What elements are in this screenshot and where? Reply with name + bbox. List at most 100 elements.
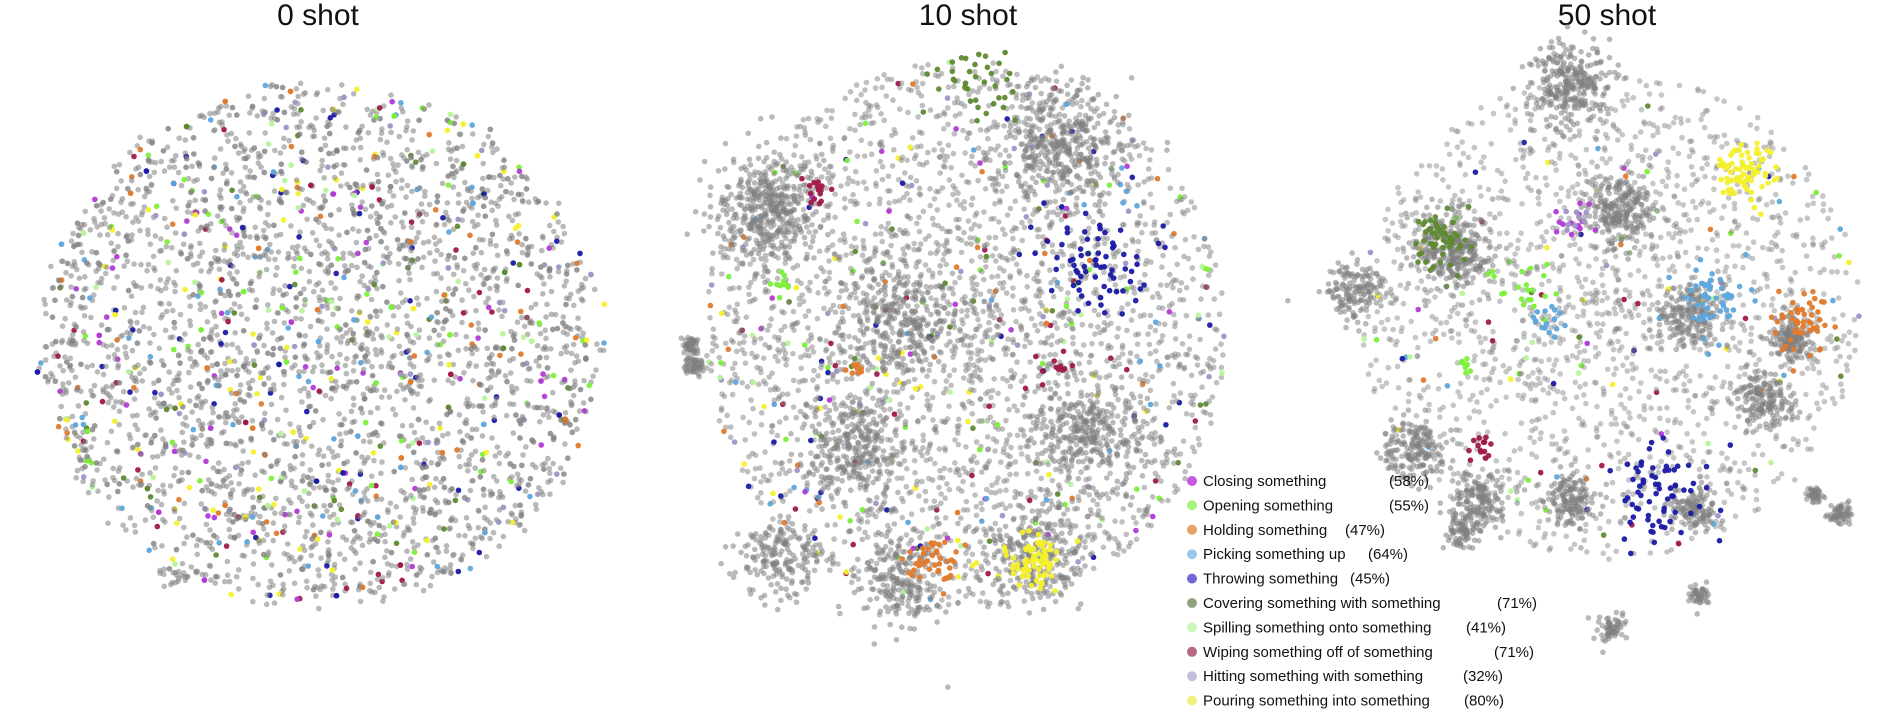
point	[453, 157, 460, 164]
point	[977, 539, 984, 545]
point	[816, 443, 822, 450]
point	[326, 150, 332, 157]
point	[194, 551, 200, 558]
point-labeled	[324, 563, 330, 569]
point	[426, 102, 432, 108]
point	[250, 494, 256, 501]
point	[1146, 341, 1153, 348]
point	[319, 362, 325, 368]
point	[264, 320, 270, 327]
point	[416, 327, 423, 333]
point	[278, 168, 284, 175]
point	[160, 450, 166, 457]
point-labeled	[387, 123, 394, 129]
point	[338, 339, 344, 345]
point	[997, 548, 1003, 554]
point	[897, 401, 903, 408]
point-labeled	[165, 259, 172, 266]
point	[281, 528, 288, 534]
point	[470, 377, 476, 384]
point	[132, 309, 139, 316]
point	[176, 394, 182, 401]
point	[157, 277, 163, 283]
point	[148, 283, 154, 289]
point-labeled	[301, 488, 308, 494]
point-labeled	[163, 406, 170, 413]
point	[213, 323, 219, 330]
point	[91, 436, 97, 442]
point	[453, 114, 460, 120]
point	[357, 560, 363, 566]
point	[90, 393, 97, 399]
point	[1135, 248, 1141, 255]
point	[351, 359, 357, 366]
point	[420, 587, 427, 594]
point-labeled	[239, 224, 246, 231]
point	[494, 284, 501, 290]
point	[287, 511, 294, 518]
point	[450, 552, 456, 559]
point	[554, 211, 560, 217]
point	[324, 508, 330, 514]
point	[298, 316, 304, 322]
point	[963, 498, 970, 505]
point	[924, 373, 930, 380]
point-labeled	[375, 571, 382, 578]
point	[280, 586, 287, 592]
point	[756, 381, 762, 388]
point-labeled	[373, 380, 379, 386]
point	[506, 213, 512, 220]
point	[1008, 444, 1014, 451]
point	[485, 133, 492, 140]
point-labeled	[485, 304, 492, 311]
point-labeled	[469, 122, 476, 128]
point	[420, 254, 427, 261]
point	[922, 262, 929, 268]
point	[468, 435, 475, 441]
point-labeled	[398, 438, 405, 444]
point-labeled	[454, 223, 461, 230]
point	[377, 214, 384, 220]
point	[1013, 318, 1019, 325]
point	[156, 345, 163, 352]
point	[386, 394, 393, 400]
point	[229, 367, 235, 374]
point	[252, 472, 258, 479]
point	[367, 587, 373, 594]
point	[265, 302, 271, 308]
point	[540, 291, 546, 297]
point	[69, 367, 75, 374]
point-labeled	[1081, 201, 1087, 208]
point	[158, 158, 165, 165]
point	[961, 229, 967, 236]
point	[790, 377, 797, 384]
point	[451, 254, 458, 261]
point	[348, 379, 355, 385]
point	[312, 541, 319, 547]
point-labeled	[325, 164, 331, 170]
point	[188, 189, 194, 196]
point	[568, 399, 574, 405]
point	[172, 465, 179, 472]
point	[209, 362, 216, 369]
point	[885, 173, 892, 179]
point	[563, 301, 569, 308]
point	[405, 347, 412, 354]
point	[350, 336, 357, 342]
point	[560, 320, 566, 326]
point	[362, 206, 369, 213]
point	[434, 437, 440, 444]
point	[453, 491, 459, 498]
point	[372, 347, 379, 353]
point	[535, 198, 542, 205]
point	[1029, 508, 1036, 514]
point	[1074, 209, 1081, 215]
point	[84, 364, 91, 370]
point-labeled	[412, 159, 419, 165]
point	[502, 373, 509, 379]
point	[973, 568, 980, 575]
point	[736, 340, 743, 347]
point	[338, 438, 345, 444]
point	[111, 163, 117, 170]
point	[329, 385, 335, 392]
